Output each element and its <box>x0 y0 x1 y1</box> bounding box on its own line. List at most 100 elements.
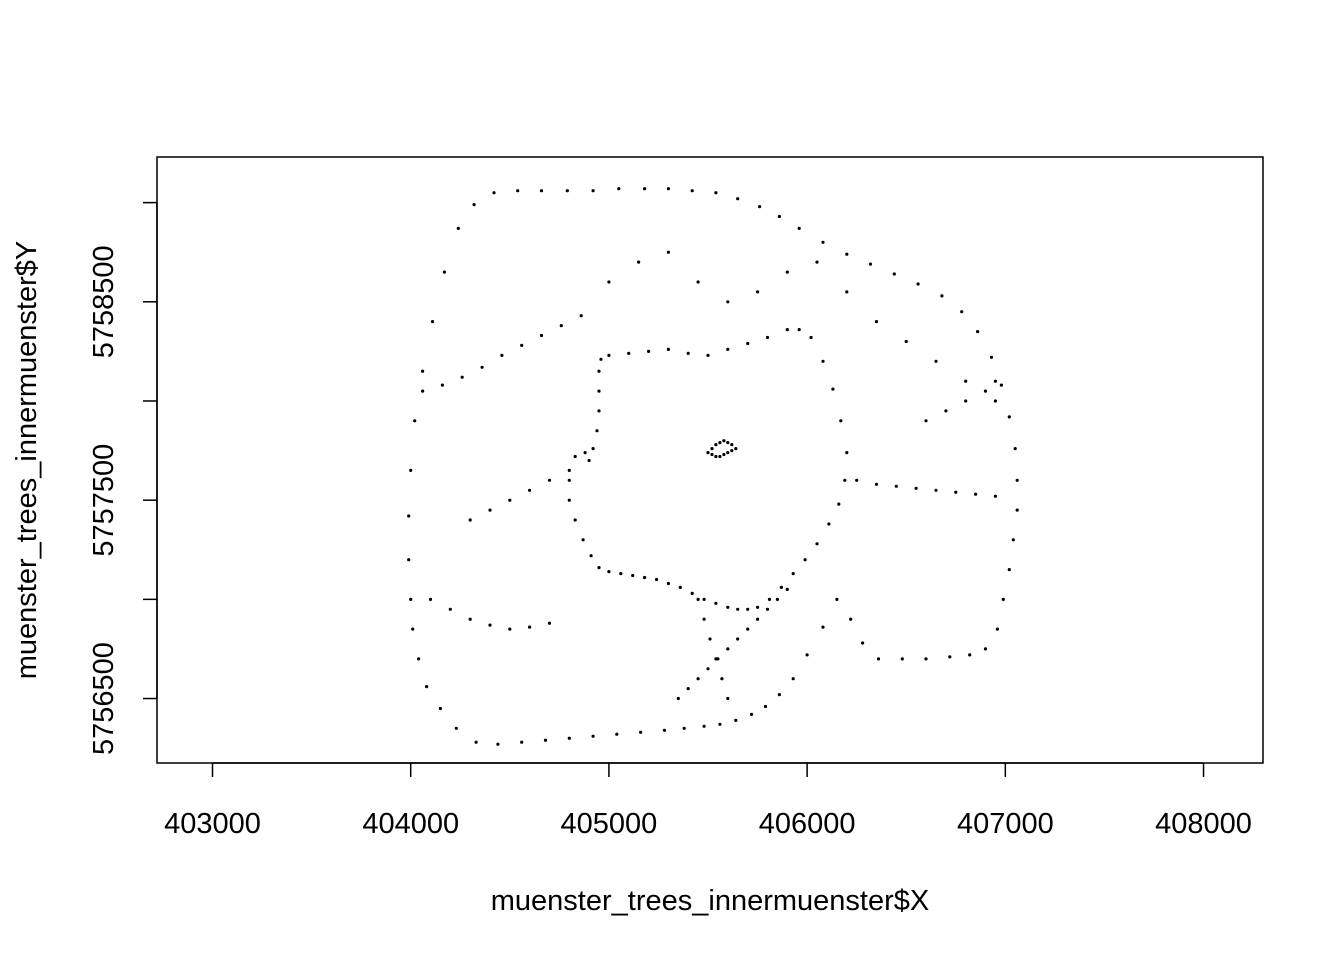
data-point <box>454 726 458 730</box>
data-point <box>567 478 571 482</box>
data-point <box>983 389 988 393</box>
data-point <box>662 728 667 732</box>
data-point <box>989 355 994 359</box>
data-point <box>581 538 585 542</box>
data-point <box>702 724 706 728</box>
data-point <box>565 189 569 193</box>
data-point <box>528 488 532 492</box>
data-point <box>1001 597 1005 602</box>
data-point <box>993 399 998 403</box>
data-point <box>496 742 500 746</box>
data-point <box>726 300 730 304</box>
data-point <box>964 399 968 403</box>
data-point <box>627 351 631 355</box>
data-point <box>746 341 750 346</box>
data-point <box>714 601 718 605</box>
data-point <box>690 189 694 193</box>
data-point <box>706 353 710 357</box>
data-point <box>1015 508 1019 512</box>
data-point <box>666 347 671 351</box>
data-point <box>1011 538 1015 542</box>
data-point <box>702 617 706 621</box>
data-point <box>954 490 958 494</box>
data-point <box>900 657 904 661</box>
data-point <box>528 625 532 629</box>
data-point <box>456 226 460 230</box>
data-point <box>999 383 1004 387</box>
data-point <box>573 454 577 459</box>
data-point <box>750 712 754 717</box>
data-point <box>409 597 413 602</box>
data-point <box>726 647 730 651</box>
data-point <box>631 573 635 578</box>
data-point <box>520 740 524 744</box>
data-point <box>488 623 492 627</box>
data-point <box>543 738 548 742</box>
data-point <box>714 191 718 195</box>
data-point <box>785 587 789 592</box>
data-point <box>821 240 825 244</box>
data-point <box>843 478 847 482</box>
data-point <box>734 447 738 451</box>
data-point <box>722 452 726 457</box>
data-point <box>607 280 611 284</box>
data-point <box>597 389 601 393</box>
data-point <box>831 387 835 391</box>
data-point <box>736 197 740 201</box>
data-point <box>442 270 446 274</box>
data-point <box>597 409 601 413</box>
data-point <box>718 441 722 445</box>
data-point <box>597 566 601 570</box>
data-point <box>567 468 571 472</box>
data-point <box>718 454 722 459</box>
data-point <box>421 369 425 373</box>
data-point <box>722 439 726 443</box>
data-point <box>714 454 718 459</box>
data-point <box>805 653 809 657</box>
data-point <box>779 585 784 590</box>
data-point <box>839 419 843 423</box>
data-point <box>520 343 524 347</box>
data-point <box>874 320 879 324</box>
y-axis-title: muenster_trees_innermuenster$Y <box>11 241 43 679</box>
data-point <box>474 740 478 744</box>
data-point <box>607 570 611 574</box>
data-point <box>777 214 782 219</box>
data-point <box>894 484 898 488</box>
data-point <box>589 554 593 558</box>
data-point <box>591 734 595 738</box>
data-point <box>746 607 750 611</box>
data-point <box>964 379 968 383</box>
x-tick-label: 404000 <box>362 808 459 840</box>
y-tick-label: 5756500 <box>88 642 120 755</box>
data-point <box>821 359 825 363</box>
data-point <box>409 468 413 472</box>
data-point <box>797 328 801 332</box>
data-point <box>734 718 738 723</box>
data-point <box>845 252 849 256</box>
data-point <box>666 581 671 586</box>
data-point <box>643 575 647 580</box>
data-point <box>597 369 601 373</box>
data-point <box>726 451 730 455</box>
data-point <box>678 585 682 590</box>
data-point <box>763 704 768 709</box>
data-point <box>874 482 879 486</box>
data-point <box>995 627 1000 631</box>
data-point <box>682 726 686 730</box>
data-point <box>815 260 819 264</box>
data-point <box>775 597 780 602</box>
data-point <box>440 383 444 387</box>
data-point <box>702 597 706 602</box>
data-point <box>579 314 583 318</box>
data-point <box>934 488 938 492</box>
x-tick-label: 403000 <box>164 808 261 840</box>
data-point <box>924 419 928 423</box>
data-point <box>407 558 411 562</box>
data-point <box>791 572 795 576</box>
data-point <box>468 518 472 522</box>
data-point <box>567 736 571 740</box>
data-point <box>587 458 591 463</box>
